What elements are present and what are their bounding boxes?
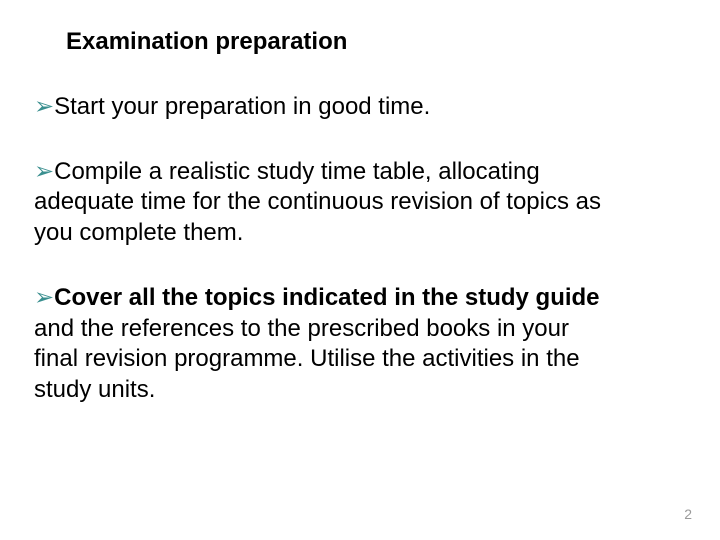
page-number: 2 <box>684 506 692 522</box>
slide-title: Examination preparation <box>66 28 686 56</box>
arrow-icon: ➢ <box>34 92 54 123</box>
bullet-1-line-1: Start your preparation in good time. <box>54 93 430 120</box>
bullet-2-line-3: you complete them. <box>34 218 686 249</box>
arrow-icon: ➢ <box>34 157 54 188</box>
bullet-3-line-4: study units. <box>34 375 686 406</box>
bullet-3-line-3: final revision programme. Utilise the ac… <box>34 344 686 375</box>
bullet-3-line-1: Cover all the topics indicated in the st… <box>54 284 599 311</box>
bullet-2-line-1: Compile a realistic study time table, al… <box>54 158 540 185</box>
slide: Examination preparation ➢Start your prep… <box>0 0 720 540</box>
bullet-1: ➢Start your preparation in good time. <box>34 92 686 123</box>
bullet-2: ➢Compile a realistic study time table, a… <box>34 157 686 249</box>
bullet-3-line-2: and the references to the prescribed boo… <box>34 314 686 345</box>
arrow-icon: ➢ <box>34 283 54 314</box>
bullet-2-line-2: adequate time for the continuous revisio… <box>34 187 686 218</box>
bullet-3: ➢Cover all the topics indicated in the s… <box>34 283 686 406</box>
